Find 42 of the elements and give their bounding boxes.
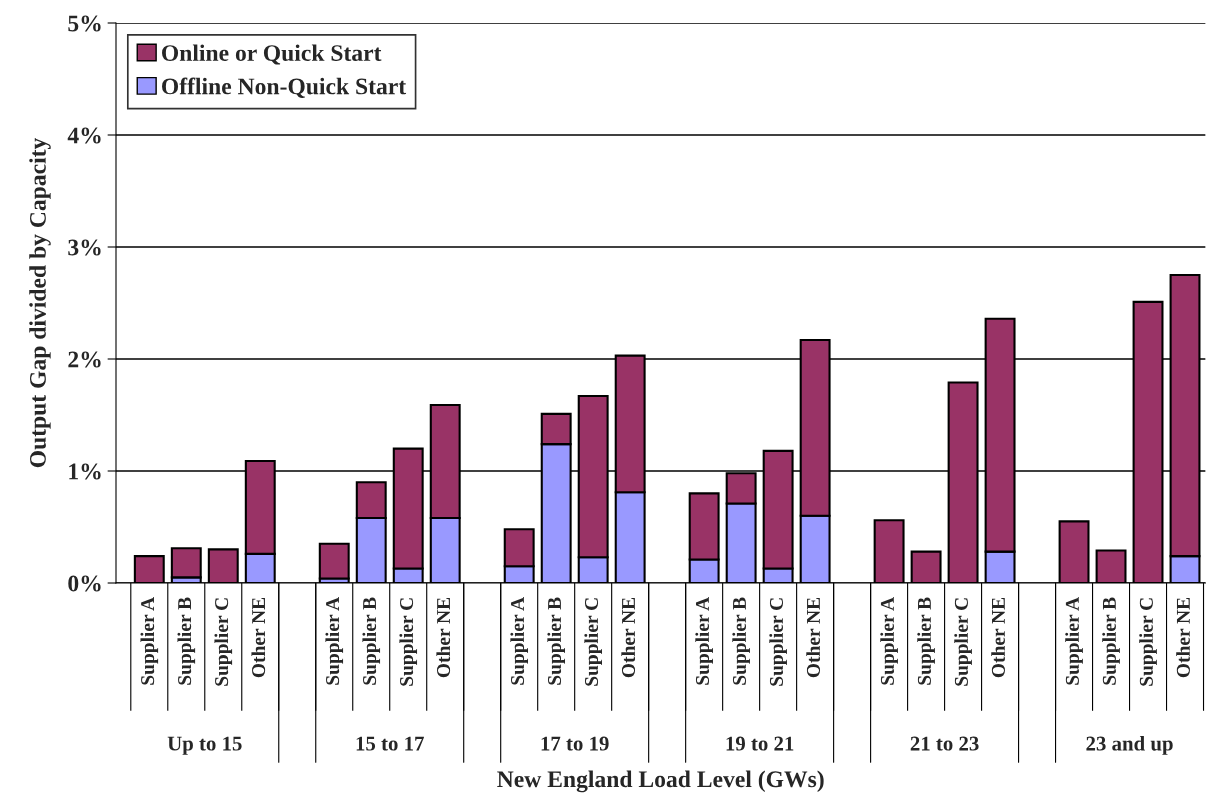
x-tick-label: Supplier C [584,598,602,686]
legend-label: Online or Quick Start [162,44,382,65]
x-tick-label: Supplier A [510,597,529,685]
x-tick-label: Other NE [621,597,636,678]
text: 21 to 23 [910,736,979,751]
bar [318,542,350,580]
x-tick-label: Supplier A [140,597,159,685]
x-tick-label: Other NE [436,597,451,678]
x-tick-label: Supplier C [769,598,787,686]
x-tick-label: Other NE [251,597,266,678]
y-tick-label: 5% [68,15,101,32]
x-tick-label: Supplier B [362,597,381,685]
x-tick-label: Supplier B [732,597,750,685]
y-tick-label: 2% [68,351,101,368]
y-tick-label: 4% [67,127,101,144]
x-tick-label: Supplier A [695,597,713,685]
text: 17 to 19 [541,736,609,751]
x-tick-label: Supplier B [177,597,196,685]
x-tick-label: Other NE [991,597,1005,678]
text: Up to 15 [167,736,242,755]
y-tick-label: 0% [68,575,101,592]
x-tick-label: Other NE [806,597,820,678]
legend-label: Offline Non-Quick Start [162,77,407,98]
x-tick-label: Supplier B [917,597,935,685]
x-tick-label: Supplier B [1102,597,1120,685]
text: 19 to 21 [726,736,794,751]
y-tick-label: 3% [68,239,101,256]
y-tick-label: 1% [69,463,101,480]
x-tick-label: Supplier B [547,597,565,685]
x-tick-label: Supplier A [1065,597,1083,685]
text: 23 and up [1086,735,1173,755]
x-tick-label: Supplier A [325,597,344,685]
x-tick-label: Supplier C [399,598,418,686]
bar [170,547,202,579]
y-axis-title: Output Gap divided by Capacity [29,137,51,468]
x-tick-label: Supplier A [880,597,898,685]
x-tick-label: Other NE [1176,597,1190,678]
x-tick-label: Supplier C [954,598,972,686]
x-tick-label: Supplier C [214,598,233,686]
text: 15 to 17 [356,736,424,751]
x-axis-title: New England Load Level (GWs) [497,770,824,793]
x-tick-label: Supplier C [1139,598,1157,686]
